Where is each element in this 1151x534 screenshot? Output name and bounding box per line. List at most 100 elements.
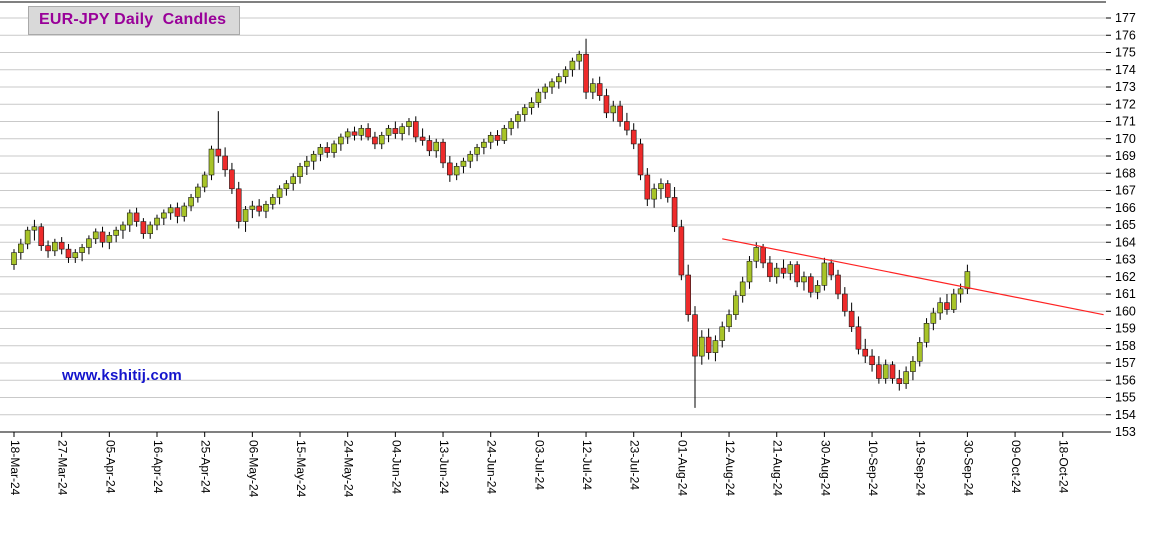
- candle: [869, 349, 875, 372]
- candle: [637, 138, 644, 181]
- candle: [555, 73, 562, 89]
- candle: [256, 199, 262, 217]
- y-tick-label: 164: [1115, 235, 1136, 249]
- candle: [719, 321, 726, 348]
- y-tick-label: 162: [1115, 270, 1136, 284]
- candle: [767, 256, 773, 282]
- y-tick-label: 169: [1115, 149, 1136, 163]
- candle: [692, 306, 698, 408]
- x-tick-label: 23-Jul-24: [628, 440, 642, 490]
- candle: [310, 150, 317, 170]
- candle: [678, 219, 685, 281]
- y-tick-label: 153: [1115, 425, 1136, 439]
- candle: [460, 157, 467, 174]
- candle: [161, 209, 167, 225]
- x-tick-label: 13-Jun-24: [437, 440, 451, 494]
- candle: [944, 294, 950, 315]
- x-tick-label: 30-Aug-24: [818, 440, 832, 496]
- watermark: www.kshitij.com: [62, 367, 182, 384]
- candle: [630, 123, 637, 150]
- candle: [215, 111, 222, 163]
- candle: [92, 228, 99, 244]
- x-tick-label: 12-Jul-24: [580, 440, 594, 490]
- candle: [671, 187, 678, 232]
- candle: [276, 185, 283, 205]
- candle: [930, 307, 937, 331]
- candle: [378, 131, 385, 150]
- candle: [201, 171, 208, 193]
- candle: [487, 131, 494, 150]
- x-tick-label: 12-Aug-24: [723, 440, 737, 496]
- candle: [494, 130, 501, 146]
- candle: [821, 257, 828, 291]
- candle: [406, 118, 412, 136]
- candle: [242, 206, 249, 232]
- candle: [412, 116, 419, 143]
- y-tick-label: 165: [1115, 218, 1136, 232]
- candle: [508, 118, 514, 136]
- x-tick-label: 30-Sep-24: [961, 440, 975, 496]
- candle: [58, 237, 65, 255]
- candle: [964, 264, 971, 294]
- candle: [624, 112, 630, 136]
- y-tick-label: 177: [1115, 11, 1136, 25]
- candle: [297, 162, 303, 184]
- candle: [569, 57, 576, 77]
- x-tick-label: 01-Aug-24: [675, 440, 689, 496]
- candle: [733, 290, 739, 320]
- y-tick-label: 155: [1115, 391, 1136, 405]
- candle: [72, 249, 79, 263]
- y-tick-label: 173: [1115, 80, 1136, 94]
- x-tick-label: 05-Apr-24: [103, 440, 117, 494]
- candle: [120, 221, 126, 239]
- candle: [447, 156, 453, 182]
- y-tick-label: 161: [1115, 287, 1136, 301]
- candle: [324, 142, 331, 158]
- candle: [950, 288, 957, 313]
- candle: [358, 124, 365, 141]
- y-tick-label: 166: [1115, 201, 1136, 215]
- candle: [331, 140, 337, 158]
- candle: [147, 221, 153, 239]
- candle: [583, 38, 589, 100]
- candle: [780, 259, 787, 279]
- candle: [910, 356, 916, 381]
- candle: [65, 243, 72, 263]
- candle: [372, 131, 378, 150]
- candle: [712, 335, 719, 362]
- candle: [45, 240, 51, 258]
- x-tick-label: 06-May-24: [246, 440, 260, 498]
- x-tick-label: 15-May-24: [294, 440, 308, 498]
- candle: [304, 156, 310, 175]
- candle: [11, 249, 17, 270]
- candle: [399, 123, 405, 141]
- candle: [876, 356, 882, 384]
- candle: [269, 193, 276, 210]
- y-tick-label: 171: [1115, 115, 1136, 129]
- candle: [773, 262, 780, 284]
- candle: [290, 173, 297, 191]
- candle: [419, 128, 426, 146]
- candle: [726, 309, 732, 332]
- candle: [467, 150, 474, 169]
- candle: [528, 97, 535, 115]
- candle: [562, 66, 569, 84]
- x-tick-label: 03-Jul-24: [532, 440, 546, 490]
- trendline: [722, 238, 1104, 316]
- y-tick-label: 160: [1115, 304, 1136, 318]
- candle: [937, 297, 943, 320]
- x-tick-label: 19-Sep-24: [914, 440, 928, 496]
- candle: [195, 183, 201, 203]
- candle: [521, 104, 528, 122]
- candle: [664, 180, 671, 203]
- candle: [903, 366, 909, 389]
- candle: [365, 123, 371, 141]
- candle: [283, 180, 290, 196]
- candle: [855, 316, 862, 355]
- candle: [651, 183, 657, 208]
- candle: [263, 200, 269, 219]
- candle: [923, 318, 930, 348]
- y-tick-label: 158: [1115, 339, 1136, 353]
- y-tick-label: 167: [1115, 184, 1136, 198]
